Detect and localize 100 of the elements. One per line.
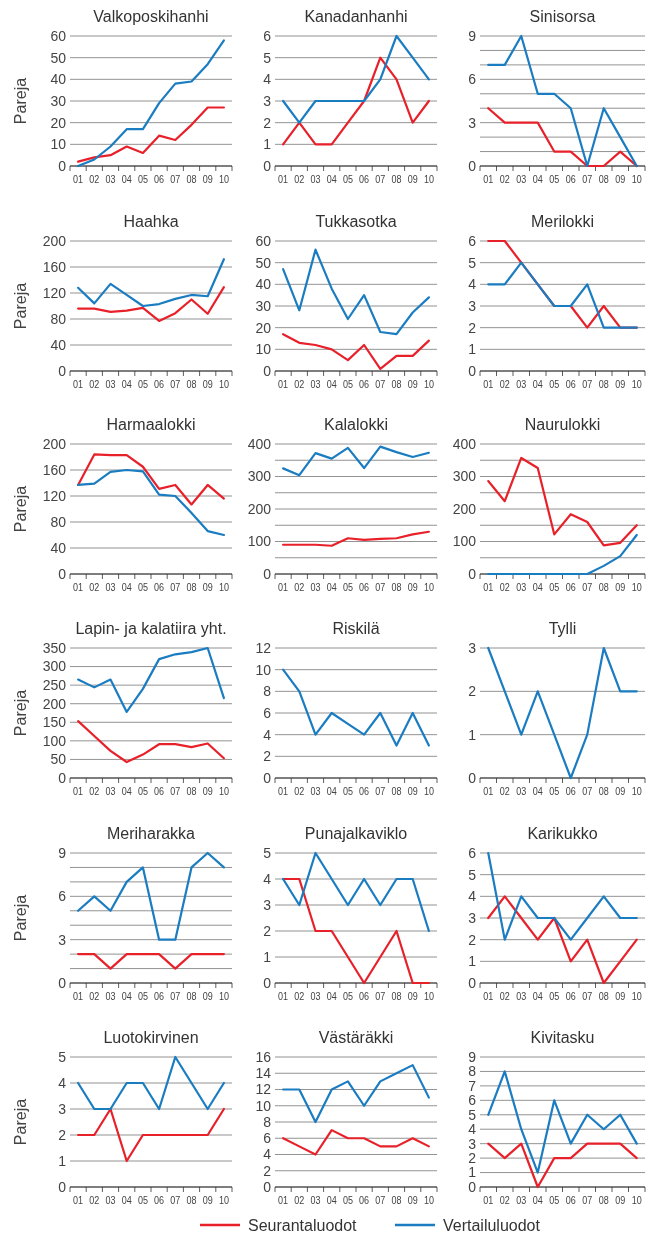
x-tick-label: 06	[565, 1194, 577, 1207]
x-tick-label: 09	[407, 378, 419, 391]
x-tick-label: 06	[154, 785, 165, 798]
x-tick-label: 06	[359, 173, 370, 186]
line-series	[77, 286, 225, 323]
y-tick-label: 2	[468, 683, 477, 700]
x-tick-label: 07	[375, 378, 386, 391]
y-tick-label: 60	[50, 27, 67, 44]
x-tick-label: 04	[326, 1194, 338, 1207]
y-tick-label: 1	[263, 136, 272, 153]
x-tick-label: 02	[294, 990, 305, 1003]
y-tick-label: 0	[468, 157, 477, 174]
x-tick-label: 02	[499, 581, 511, 594]
x-tick-label: 08	[391, 1194, 402, 1207]
y-tick-label: 0	[58, 157, 67, 174]
x-tick-label: 08	[598, 173, 610, 186]
y-tick-label: 200	[42, 232, 67, 249]
y-tick-label: 80	[50, 513, 67, 530]
x-tick-label: 01	[278, 581, 289, 594]
chart-title: Valkoposkihanhi	[93, 8, 209, 25]
x-tick-label: 05	[137, 785, 149, 798]
y-tick-label: 14	[255, 1065, 272, 1082]
line-series	[282, 333, 430, 370]
x-tick-label: 05	[137, 990, 149, 1003]
y-tick-label: 300	[247, 468, 272, 485]
y-tick-label: 4	[263, 870, 272, 887]
x-tick-label: 07	[375, 1194, 386, 1207]
x-tick-label: 04	[326, 378, 338, 391]
x-tick-label: 02	[89, 1194, 100, 1207]
x-tick-label: 03	[516, 1194, 527, 1207]
y-tick-label: 40	[50, 539, 67, 556]
y-tick-label: 5	[468, 1106, 477, 1123]
x-tick-label: 10	[218, 581, 230, 594]
y-tick-label: 0	[263, 565, 272, 582]
x-tick-label: 07	[170, 1194, 181, 1207]
chart-title: Sinisorsa	[529, 8, 596, 25]
y-tick-label: 120	[42, 284, 67, 301]
y-tick-label: 2	[263, 114, 272, 131]
x-tick-label: 01	[483, 581, 494, 594]
y-tick-label: 2	[263, 1162, 272, 1179]
y-tick-label: 0	[58, 565, 67, 582]
y-tick-label: 200	[42, 435, 67, 452]
x-tick-label: 08	[391, 173, 402, 186]
x-tick-label: 02	[499, 990, 511, 1003]
x-tick-label: 07	[170, 990, 181, 1003]
y-axis-title: Pareja	[12, 485, 29, 533]
x-tick-label: 05	[549, 785, 560, 798]
x-tick-label: 09	[202, 785, 214, 798]
x-tick-label: 01	[483, 378, 494, 391]
x-tick-label: 08	[186, 378, 197, 391]
y-tick-label: 3	[58, 1100, 67, 1117]
y-tick-label: 160	[42, 258, 67, 275]
y-tick-label: 50	[50, 49, 67, 66]
chart-title: Kivitasku	[530, 1029, 595, 1046]
line-series	[487, 261, 638, 329]
y-tick-label: 3	[468, 1135, 477, 1152]
y-tick-label: 7	[468, 1077, 477, 1094]
x-tick-label: 10	[218, 173, 230, 186]
x-tick-label: 04	[326, 173, 338, 186]
x-tick-label: 05	[342, 1194, 354, 1207]
y-tick-label: 0	[263, 157, 272, 174]
line-series	[77, 646, 225, 713]
x-tick-label: 01	[278, 378, 289, 391]
x-tick-label: 07	[375, 785, 386, 798]
x-tick-label: 10	[218, 378, 230, 391]
x-tick-label: 04	[121, 990, 133, 1003]
x-tick-label: 03	[310, 173, 321, 186]
y-tick-label: 10	[255, 1097, 272, 1114]
y-tick-label: 150	[42, 714, 67, 731]
y-tick-label: 16	[255, 1048, 272, 1065]
x-tick-label: 01	[73, 990, 84, 1003]
y-tick-label: 60	[255, 232, 272, 249]
x-tick-label: 10	[218, 1194, 230, 1207]
chart-title: Meriharakka	[106, 825, 196, 842]
y-tick-label: 0	[263, 1178, 272, 1195]
y-tick-label: 4	[468, 1121, 477, 1138]
x-tick-label: 01	[483, 990, 494, 1003]
x-tick-label: 09	[615, 581, 626, 594]
x-tick-label: 06	[154, 1194, 165, 1207]
y-tick-label: 3	[468, 909, 477, 926]
y-tick-label: 2	[468, 931, 477, 948]
x-tick-label: 06	[359, 378, 370, 391]
x-tick-label: 04	[326, 785, 338, 798]
line-series	[487, 1070, 638, 1174]
x-tick-label: 03	[105, 1194, 116, 1207]
x-tick-label: 05	[342, 173, 354, 186]
y-axis-title: Pareja	[12, 689, 29, 737]
x-tick-label: 09	[407, 990, 419, 1003]
x-tick-label: 09	[407, 1194, 419, 1207]
y-tick-label: 0	[468, 769, 477, 786]
y-tick-label: 1	[468, 953, 477, 970]
x-tick-label: 01	[73, 378, 84, 391]
line-series	[77, 106, 225, 163]
x-tick-label: 08	[391, 581, 402, 594]
y-tick-label: 1	[468, 726, 477, 743]
x-tick-label: 08	[186, 785, 197, 798]
y-tick-label: 2	[468, 319, 477, 336]
y-tick-label: 50	[50, 751, 67, 768]
x-tick-label: 05	[342, 785, 354, 798]
y-tick-label: 3	[468, 639, 477, 656]
